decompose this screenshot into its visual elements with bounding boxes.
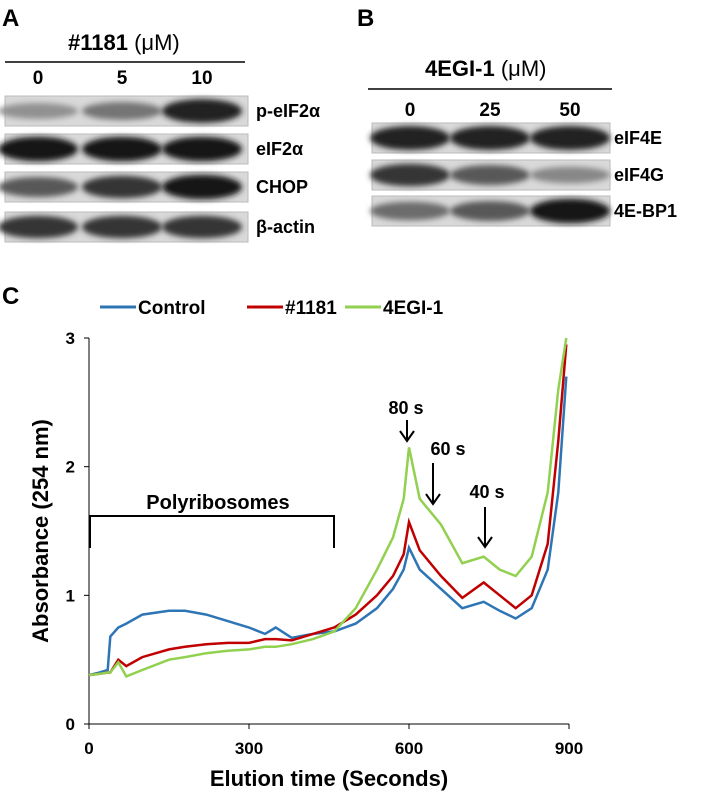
band xyxy=(162,174,242,200)
row-label: eIF4E xyxy=(614,128,662,148)
band xyxy=(530,198,610,224)
blot-title-name: 4EGI-1 xyxy=(425,56,495,81)
y-tick-label: 3 xyxy=(66,329,75,348)
band xyxy=(370,163,450,187)
band xyxy=(162,136,242,162)
panel-label: C xyxy=(2,283,19,310)
row-label: 4E-BP1 xyxy=(614,201,677,221)
annotation-arrowhead xyxy=(477,536,493,549)
band xyxy=(450,165,530,185)
lane-label: 50 xyxy=(559,100,580,121)
annotation: 40 s xyxy=(469,482,504,502)
blot-a: 0 5 10 p-eIF2α eIF2α CHOP β-actin xyxy=(0,68,320,243)
legend-label: #1181 xyxy=(285,298,337,319)
row-label: eIF2α xyxy=(256,139,303,159)
band xyxy=(370,126,450,150)
legend-label: 4EGI-1 xyxy=(383,298,444,319)
series-line xyxy=(88,344,568,677)
chart: 0 1 2 3 0 300 600 900 Elution time (Seconds) Abso… xyxy=(28,298,583,791)
row-label: β-actin xyxy=(256,217,315,237)
band xyxy=(0,215,78,239)
lane-label: 0 xyxy=(405,100,416,121)
lane-label: 5 xyxy=(117,68,128,89)
band xyxy=(82,215,162,239)
series-line xyxy=(88,337,568,678)
series-line xyxy=(88,376,568,677)
band xyxy=(450,126,530,150)
band xyxy=(530,126,610,150)
y-tick-label: 1 xyxy=(66,586,75,605)
band xyxy=(82,136,162,162)
blot-b: 0 25 50 eIF4E eIF4G 4E-BP1 xyxy=(370,100,677,227)
band xyxy=(0,136,78,162)
lane-label: 10 xyxy=(191,68,212,89)
x-tick-label: 900 xyxy=(555,739,583,758)
lane-label: 25 xyxy=(479,100,501,121)
band xyxy=(370,201,450,221)
annotation-arrowhead xyxy=(425,493,441,506)
blot-title-name: #1181 xyxy=(68,30,128,55)
annotation: 60 s xyxy=(430,439,465,459)
panel-label: B xyxy=(357,5,374,32)
x-tick-label: 300 xyxy=(235,739,263,758)
band xyxy=(162,215,242,239)
blot-title: 4EGI-1 (μM) xyxy=(425,56,546,81)
blot-title-unit: (μM) xyxy=(501,56,547,81)
y-axis-label: Absorbance (254 nm) xyxy=(28,419,53,643)
panel-label: A xyxy=(2,5,19,32)
x-tick-label: 0 xyxy=(84,739,93,758)
lane-label: 0 xyxy=(33,68,44,89)
row-label: CHOP xyxy=(256,177,308,197)
annotation: 80 s xyxy=(388,398,423,418)
blot-title: #1181 (μM) xyxy=(68,30,180,55)
row-label: p-eIF2α xyxy=(256,101,320,121)
band xyxy=(0,103,78,119)
annotation-bracket xyxy=(89,515,335,548)
legend-label: Control xyxy=(138,298,206,319)
annotation-arrowhead xyxy=(399,430,415,443)
blot-title-unit: (μM) xyxy=(134,30,180,55)
band xyxy=(82,102,162,120)
x-tick-label: 600 xyxy=(395,739,423,758)
band xyxy=(162,99,242,123)
band xyxy=(450,201,530,221)
annotation: Polyribosomes xyxy=(146,492,289,514)
x-axis-label: Elution time (Seconds) xyxy=(210,766,448,791)
y-tick-label: 2 xyxy=(66,458,75,477)
band xyxy=(82,175,162,199)
row-label: eIF4G xyxy=(614,165,664,185)
band xyxy=(0,177,78,197)
y-tick-label: 0 xyxy=(66,715,75,734)
band xyxy=(530,166,610,184)
